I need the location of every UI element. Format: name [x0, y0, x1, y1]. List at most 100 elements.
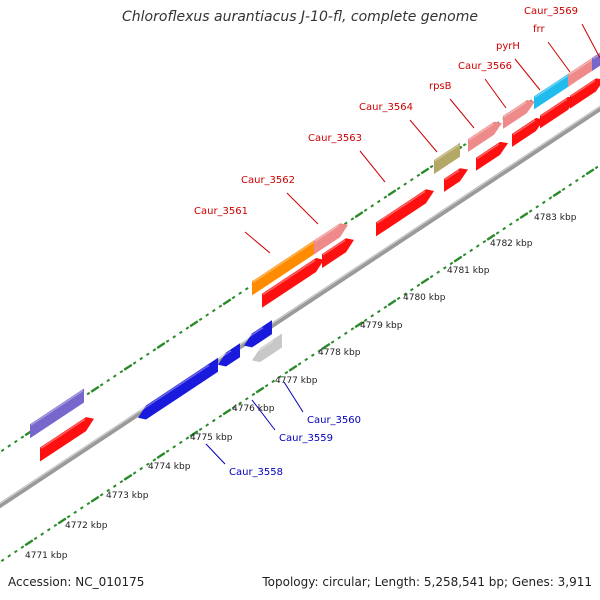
gene-block-pink-highlight [314, 224, 340, 242]
reverse-cds-gray[interactable] [252, 333, 282, 363]
forward-cds[interactable] [570, 78, 600, 109]
reverse-cds[interactable] [138, 357, 218, 420]
inner-tick [132, 471, 137, 475]
scale-label: 4778 kbp [318, 348, 361, 358]
forward-cds-highlight [322, 239, 346, 256]
outer-tick [152, 348, 157, 352]
inner-tick [330, 340, 335, 344]
forward-cds[interactable] [512, 118, 544, 147]
forward-cds-highlight [444, 169, 460, 181]
label-leader [449, 98, 475, 129]
outer-tick [420, 167, 430, 175]
forward-cds-highlight [262, 259, 316, 296]
inner-tick [178, 440, 183, 445]
gene-block-pink[interactable] [468, 121, 502, 152]
scale-label: 4780 kbp [403, 293, 446, 303]
outer-tick [211, 308, 216, 313]
outer-tick [383, 195, 388, 199]
outer-tick [343, 221, 348, 226]
forward-gene-label[interactable]: Caur_3563 [308, 133, 362, 144]
label-leader [514, 58, 541, 91]
forward-cds[interactable] [322, 238, 354, 269]
gene-block-pink-highlight [468, 123, 494, 141]
inner-tick [429, 274, 434, 279]
gene-block-orange-highlight [252, 239, 318, 283]
label-leader [581, 23, 600, 59]
inner-tick [453, 255, 463, 263]
label-leader [251, 399, 276, 431]
label-leader [286, 192, 319, 225]
inner-tick [528, 209, 533, 213]
inner-tick [40, 532, 45, 536]
gene-block-pink[interactable] [314, 223, 348, 255]
inner-tick [442, 266, 447, 270]
inner-tick [112, 484, 117, 488]
forward-gene-label[interactable]: Caur_3562 [241, 175, 295, 186]
inner-tick [363, 318, 368, 322]
forward-gene-label[interactable]: rpsB [429, 81, 452, 92]
inner-tick [24, 539, 34, 547]
reverse-gene-label[interactable]: Caur_3560 [307, 415, 361, 426]
gene-block-orange[interactable] [252, 237, 318, 296]
outer-tick [370, 204, 375, 208]
label-leader [409, 119, 438, 153]
reverse-cds[interactable] [244, 320, 272, 348]
gene-block-pink[interactable] [568, 54, 598, 87]
gene-block-purple-highlight [30, 389, 84, 426]
inner-tick [541, 200, 546, 205]
feature-labels: Caur_3561 Caur_3562 Caur_3563 Caur_3564 rpsB… [194, 6, 578, 478]
forward-cds[interactable] [476, 141, 508, 171]
forward-gene-label[interactable]: Caur_3569 [524, 6, 578, 17]
inner-tick-track [0, 165, 599, 564]
inner-tick [119, 479, 124, 484]
inner-tick [79, 506, 84, 510]
scale-label: 4781 kbp [447, 266, 490, 276]
forward-cds[interactable] [376, 189, 434, 237]
forward-gene-label[interactable]: frr [533, 24, 545, 35]
inner-tick [66, 514, 71, 519]
outer-tick [7, 444, 12, 448]
forward-gene-label[interactable]: Caur_3564 [359, 102, 413, 113]
forward-gene-label[interactable]: pyrH [496, 41, 520, 52]
forward-cds[interactable] [444, 168, 468, 192]
inner-tick [145, 462, 150, 466]
gene-block-cyan[interactable] [534, 72, 570, 110]
label-leader [283, 381, 304, 413]
inner-tick [198, 427, 203, 432]
gene-block-purple-highlight [592, 53, 600, 60]
inner-tick [86, 501, 91, 506]
gene-block-purple[interactable] [30, 388, 84, 439]
inner-tick [409, 287, 414, 292]
forward-gene-label[interactable]: Caur_3566 [458, 61, 512, 72]
outer-tick [198, 317, 203, 322]
reverse-gene-label[interactable]: Caur_3559 [279, 433, 333, 444]
inner-tick [277, 375, 282, 379]
outer-tick [403, 182, 408, 186]
label-leader [244, 231, 271, 254]
inner-tick [13, 549, 18, 554]
outer-tick [409, 177, 414, 182]
inner-tick [486, 233, 496, 241]
forward-cds[interactable] [262, 258, 324, 308]
inner-tick [139, 466, 144, 471]
reverse-cds[interactable] [218, 343, 240, 367]
reverse-gene-label[interactable]: Caur_3558 [229, 467, 283, 478]
reverse-cds-highlight [138, 364, 210, 413]
inner-tick [574, 178, 579, 183]
inner-tick [310, 353, 315, 357]
inner-tick [271, 379, 276, 384]
inner-tick [33, 536, 38, 541]
inner-tick [585, 168, 595, 176]
gene-block-olive-highlight [434, 144, 460, 162]
inner-tick [515, 218, 520, 222]
gene-block-pink[interactable] [503, 100, 535, 129]
forward-cds[interactable] [540, 96, 576, 129]
forward-gene-label[interactable]: Caur_3561 [194, 206, 248, 217]
outer-tick [119, 369, 124, 374]
inner-tick [376, 309, 381, 314]
inner-tick [231, 405, 236, 410]
forward-cds[interactable] [40, 417, 94, 462]
gene-block-purple[interactable] [592, 50, 600, 71]
gene-block-pink-highlight [503, 101, 527, 118]
gene-block-olive[interactable] [434, 142, 460, 174]
